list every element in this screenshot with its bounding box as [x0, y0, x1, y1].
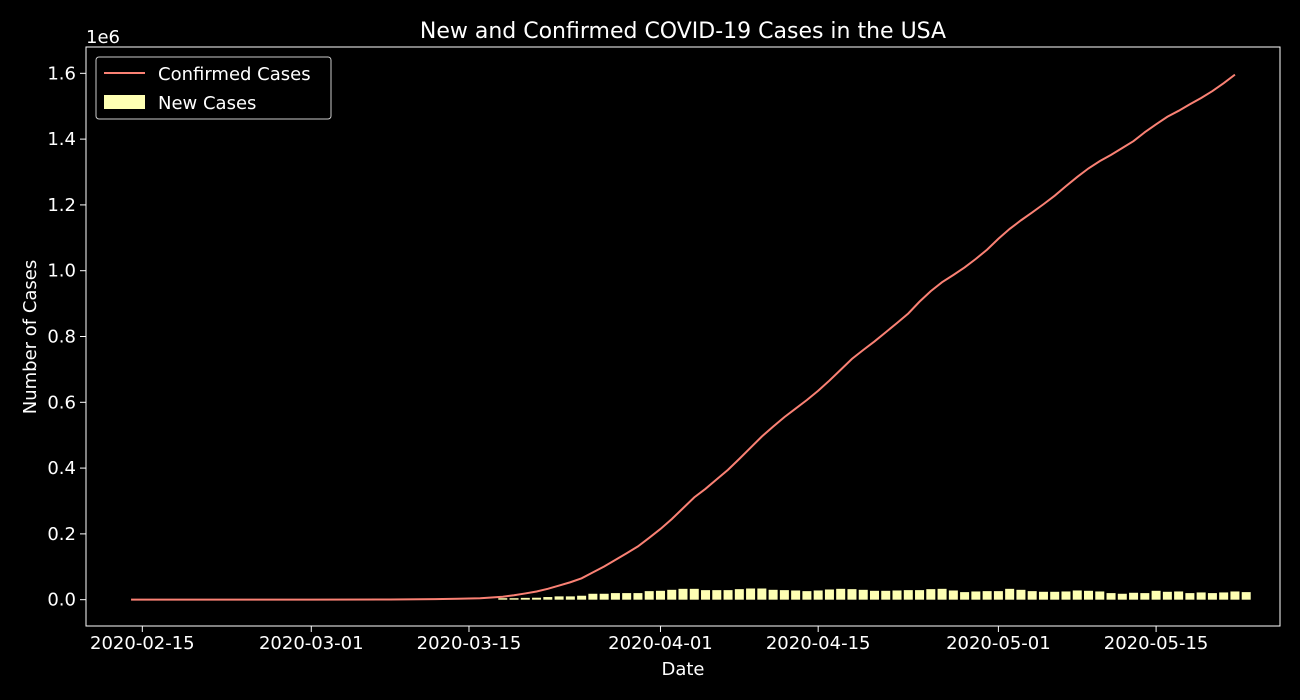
new-cases-bar: [1207, 593, 1217, 600]
new-cases-bar: [520, 597, 530, 600]
new-cases-bar: [667, 589, 677, 600]
new-cases-bar: [1117, 593, 1127, 600]
new-cases-bar: [509, 598, 519, 600]
new-cases-bar: [1219, 592, 1229, 600]
legend-new-swatch: [104, 95, 145, 109]
x-tick-label: 2020-02-15: [90, 633, 195, 654]
new-cases-bar: [971, 591, 981, 600]
new-cases-bar: [813, 590, 823, 600]
new-cases-bar: [599, 593, 609, 600]
new-cases-bar: [791, 590, 801, 600]
y-tick-label: 0.4: [47, 458, 76, 479]
y-tick-label: 0.0: [47, 590, 76, 611]
new-cases-bar: [1016, 589, 1026, 600]
new-cases-bar: [1151, 590, 1161, 600]
y-tick-label: 0.6: [47, 392, 76, 413]
y-tick-label: 0.2: [47, 524, 76, 545]
x-tick-label: 2020-04-01: [608, 633, 713, 654]
new-cases-bar: [881, 590, 891, 600]
new-cases-bar: [723, 590, 733, 600]
new-cases-bar: [779, 590, 789, 600]
new-cases-bar: [1095, 591, 1105, 600]
new-cases-bar: [802, 591, 812, 600]
x-tick-label: 2020-05-15: [1104, 633, 1209, 654]
y-axis-label: Number of Cases: [20, 260, 41, 415]
new-cases-bar: [824, 589, 834, 600]
y-tick-label: 0.8: [47, 327, 76, 348]
x-tick-label: 2020-03-01: [259, 633, 364, 654]
new-cases-bar: [1140, 593, 1150, 600]
new-cases-bar: [1162, 591, 1172, 600]
new-cases-bars: [498, 588, 1251, 600]
new-cases-bar: [1196, 592, 1206, 600]
new-cases-bar: [926, 589, 936, 600]
new-cases-bar: [610, 593, 620, 600]
new-cases-bar: [757, 588, 767, 600]
new-cases-bar: [937, 588, 947, 600]
new-cases-bar: [1241, 592, 1251, 600]
new-cases-bar: [948, 590, 958, 600]
new-cases-bar: [655, 590, 665, 600]
new-cases-bar: [543, 597, 553, 600]
new-cases-bar: [1061, 591, 1071, 600]
new-cases-bar: [1005, 588, 1015, 600]
confirmed-cases-line-layer: [131, 73, 1236, 601]
y-tick-label: 1.6: [47, 63, 76, 84]
y-axis-ticks: 0.0 0.2 0.4 0.6 0.8 1.0 1.2 1.4 1.6: [47, 63, 86, 611]
x-tick-label: 2020-05-01: [946, 633, 1051, 654]
new-cases-bar: [982, 591, 992, 600]
new-cases-bar: [498, 598, 508, 600]
new-cases-bar: [892, 590, 902, 600]
new-cases-bar: [565, 596, 575, 600]
confirmed-cases-line: [131, 73, 1236, 601]
y-axis-offset-text: 1e6: [86, 27, 120, 48]
x-axis-ticks: 2020-02-15 2020-03-01 2020-03-15 2020-04-01…: [90, 626, 1208, 654]
new-cases-bar: [1174, 591, 1184, 600]
x-tick-label: 2020-03-15: [417, 633, 522, 654]
new-cases-bar: [1027, 591, 1037, 600]
new-cases-bar: [689, 588, 699, 600]
new-cases-bar: [1129, 592, 1139, 600]
new-cases-bar: [554, 596, 564, 600]
x-axis-label: Date: [661, 659, 704, 680]
legend-new-label: New Cases: [158, 93, 256, 114]
chart-title: New and Confirmed COVID-19 Cases in the …: [420, 19, 946, 44]
new-cases-bar: [678, 588, 688, 600]
new-cases-bar: [633, 593, 643, 600]
new-cases-bar: [915, 590, 925, 600]
y-tick-label: 1.0: [47, 261, 76, 282]
new-cases-bar: [622, 593, 632, 600]
new-cases-bar: [746, 588, 756, 600]
new-cases-bar: [768, 589, 778, 600]
new-cases-bar: [1106, 593, 1116, 600]
new-cases-bar: [588, 593, 598, 600]
new-cases-bar: [1050, 591, 1060, 600]
new-cases-bar: [1084, 590, 1094, 600]
new-cases-bar: [734, 589, 744, 600]
new-cases-bar: [869, 590, 879, 600]
new-cases-bar: [960, 592, 970, 600]
new-cases-bar: [847, 589, 857, 600]
new-cases-bar: [1072, 590, 1082, 600]
y-tick-label: 1.2: [47, 195, 76, 216]
new-cases-bar: [712, 590, 722, 600]
new-cases-bar: [1185, 593, 1195, 600]
new-cases-bar: [701, 590, 711, 600]
legend-box: [95, 56, 332, 120]
new-cases-bar: [836, 588, 846, 600]
new-cases-bar: [1038, 591, 1048, 600]
y-tick-label: 1.4: [47, 129, 76, 150]
new-cases-bar: [993, 591, 1003, 600]
new-cases-bar: [858, 589, 868, 600]
new-cases-bar: [532, 597, 542, 600]
legend: Confirmed Cases New Cases: [95, 56, 332, 120]
new-cases-bar: [577, 595, 587, 600]
x-tick-label: 2020-04-15: [766, 633, 871, 654]
new-cases-bar: [903, 590, 913, 600]
new-cases-bar: [1230, 591, 1240, 600]
new-cases-bar: [644, 591, 654, 600]
legend-confirmed-label: Confirmed Cases: [158, 64, 311, 85]
